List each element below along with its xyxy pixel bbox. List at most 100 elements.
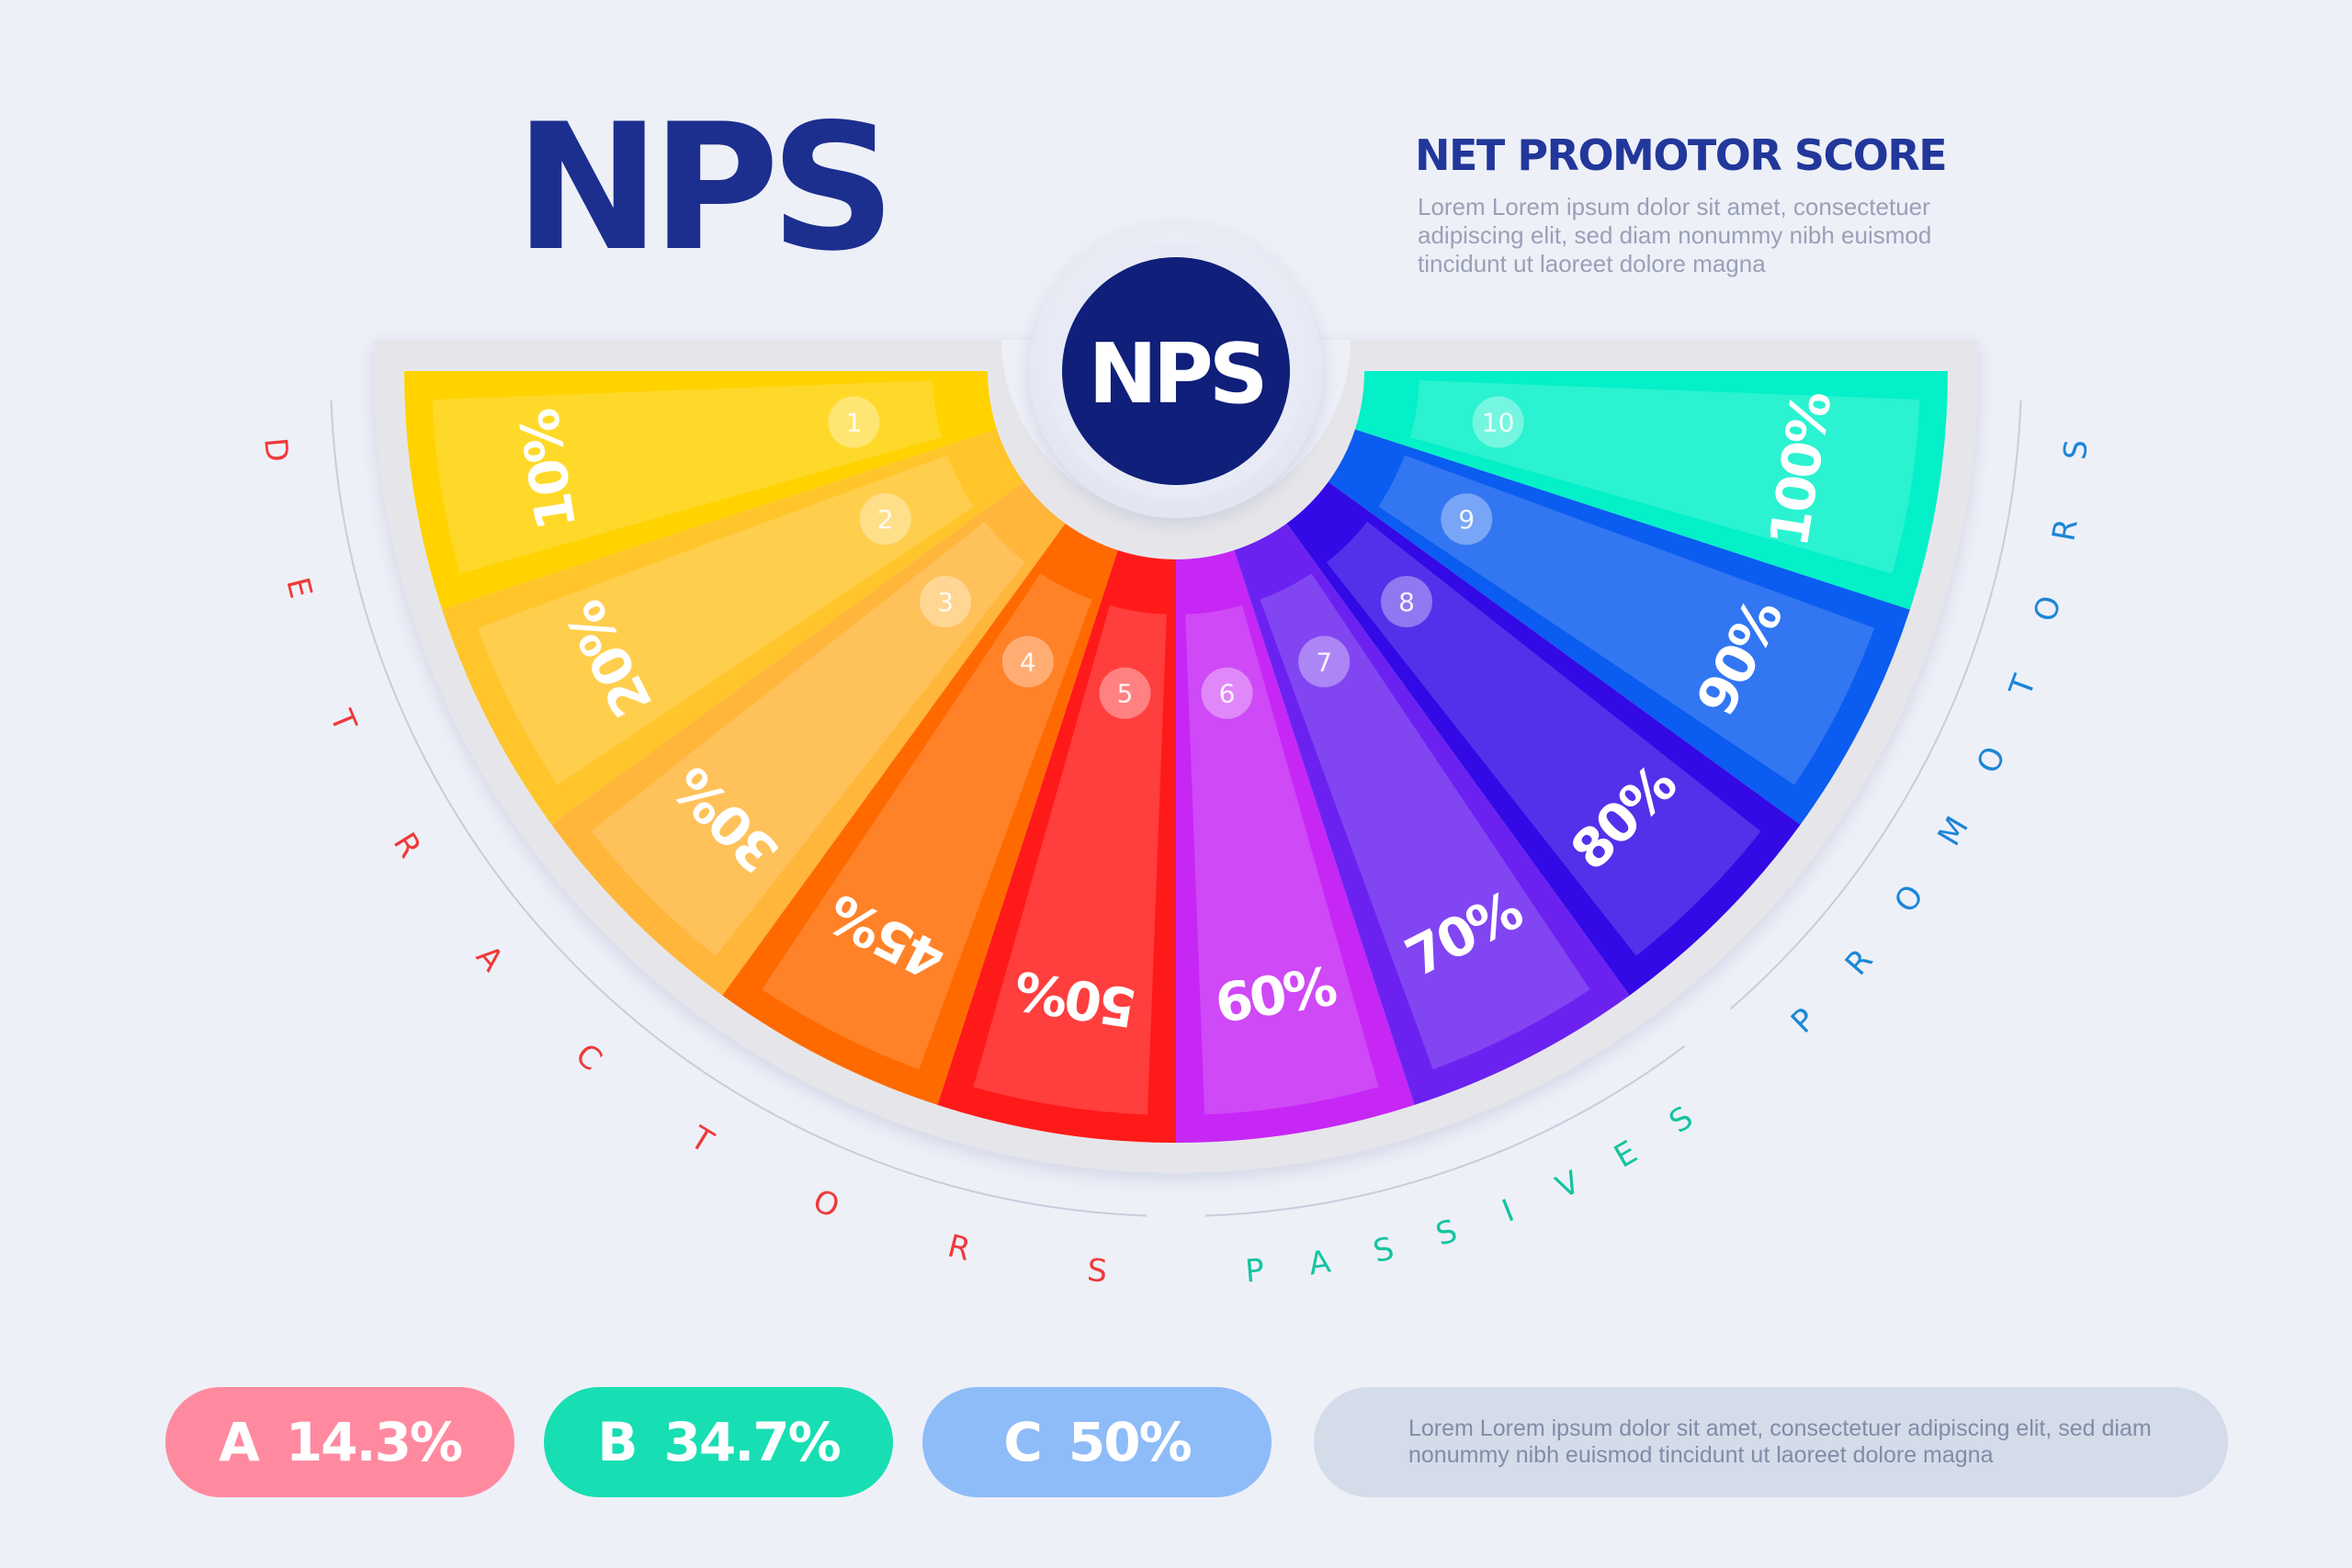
promotors-label-char: R [1838,942,1881,983]
detractors-label-char: R [386,827,428,864]
segment-wedge [1354,371,1948,610]
promotors-label-char: M [1931,810,1976,852]
segment-highlight [1326,521,1761,956]
detractors-label-char: E [278,574,319,602]
segment-number-badge [1099,667,1151,719]
segment-number-badge [1472,396,1524,448]
passives-label-char: S [1431,1213,1462,1254]
segment-highlight [1378,455,1875,785]
segment-wedge [1176,549,1415,1143]
segment-number: 6 [1219,679,1236,709]
segment-wedge [1286,481,1801,996]
passives-label-char: I [1498,1192,1520,1230]
segment-highlight [973,604,1167,1115]
segment-wedge [551,481,1066,996]
segment-number: 1 [845,408,862,438]
segment-number: 7 [1316,647,1332,677]
promotors-label-char: S [2057,438,2096,461]
segment-wedge [1234,523,1630,1105]
page-title: NPS [514,86,896,289]
passives-label-char: S [1663,1100,1700,1141]
segment-highlight [432,380,943,574]
promotors-label-char: O [1887,878,1931,919]
passives-label-char: E [1608,1134,1644,1175]
segment-7: 770% [1234,523,1630,1105]
segment-3: 330% [551,481,1066,996]
detractors-label-char: T [322,705,363,738]
center-knob: NPS [1029,224,1323,518]
segment-number: 9 [1458,504,1475,535]
segment-number-badge [919,576,971,628]
promotors-arc [1729,400,2022,1010]
segment-highlight [1409,380,1920,574]
detractors-arc [330,400,1147,1217]
promotors-label-char: O [1970,741,2014,779]
stat-letter-a: A [218,1411,260,1473]
segment-number-badge [1381,576,1433,628]
stat-pill-a: A 14.3% [165,1387,514,1497]
detractors-label-char: D [256,436,295,464]
segment-wedge [404,371,998,610]
segment-highlight [1185,604,1379,1115]
segment-number: 4 [1020,647,1036,677]
segment-8: 880% [1286,481,1801,996]
stat-letter-c: C [1003,1411,1043,1473]
segment-number-badge [1441,493,1493,546]
segment-number: 3 [937,587,954,617]
passives-label-char: V [1551,1164,1586,1206]
passives-arc [1205,1044,1686,1217]
segment-number-badge [1201,667,1253,719]
passives-label-char: S [1370,1230,1397,1270]
stat-pill-c: C 50% [922,1387,1272,1497]
segment-9: 990% [1328,429,1910,825]
segment-wedge [442,429,1024,825]
passives-label-char: A [1306,1243,1333,1282]
detractors-label-char: A [469,939,511,979]
segment-6: 660% [1176,549,1415,1143]
segment-number: 10 [1482,408,1515,438]
stat-value-b: 34.7% [663,1411,842,1473]
segment-2: 220% [442,429,1024,825]
stat-value-a: 14.3% [285,1411,463,1473]
detractors-label-char: R [944,1227,975,1269]
segment-1: 110% [404,371,998,610]
promotors-label-char: P [1784,1001,1824,1041]
passives-label-char: P [1244,1252,1266,1291]
segment-5: 550% [937,549,1176,1143]
segment-highlight [591,521,1026,956]
promotors-label-char: O [2027,592,2069,626]
segment-4: 445% [722,523,1118,1105]
knob-core [1062,257,1290,485]
segment-number: 5 [1117,679,1134,709]
segment-number: 2 [877,504,894,535]
header-description: Lorem Lorem ipsum dolor sit amet, consec… [1418,193,1932,277]
footer-text: Lorem Lorem ipsum dolor sit amet, consec… [1408,1416,2152,1468]
segment-wedge [1328,429,1910,825]
segment-number-badge [859,493,911,546]
segment-highlight [477,455,974,785]
segment-wedge [937,549,1176,1143]
segment-number: 8 [1398,587,1415,617]
center-label: NPS [1088,326,1263,423]
segment-highlight [762,573,1092,1070]
segment-number-badge [1001,636,1054,688]
segment-wedge [722,523,1118,1105]
footer-text-pill: Lorem Lorem ipsum dolor sit amet, consec… [1314,1387,2228,1497]
detractors-label-char: T [683,1119,719,1161]
segment-number-badge [828,396,880,448]
detractors-label-char: O [808,1182,844,1225]
promotors-label-char: T [2002,671,2043,703]
segment-highlight [1260,573,1590,1070]
detractors-label-char: S [1086,1252,1109,1291]
segment-10: 10 100% [1354,371,1948,610]
segment-number-badge [1298,636,1351,688]
promotors-label-char: R [2045,516,2086,544]
stat-pill-b: B 34.7% [544,1387,893,1497]
subtitle: NET PROMOTOR SCORE [1415,130,1948,180]
detractors-label-char: C [569,1036,609,1078]
segments-layer: 110% 220% 330%445%550%660%770%880%990%10 10… [404,371,1948,1143]
stat-value-c: 50% [1068,1411,1193,1473]
stat-letter-b: B [597,1411,638,1473]
